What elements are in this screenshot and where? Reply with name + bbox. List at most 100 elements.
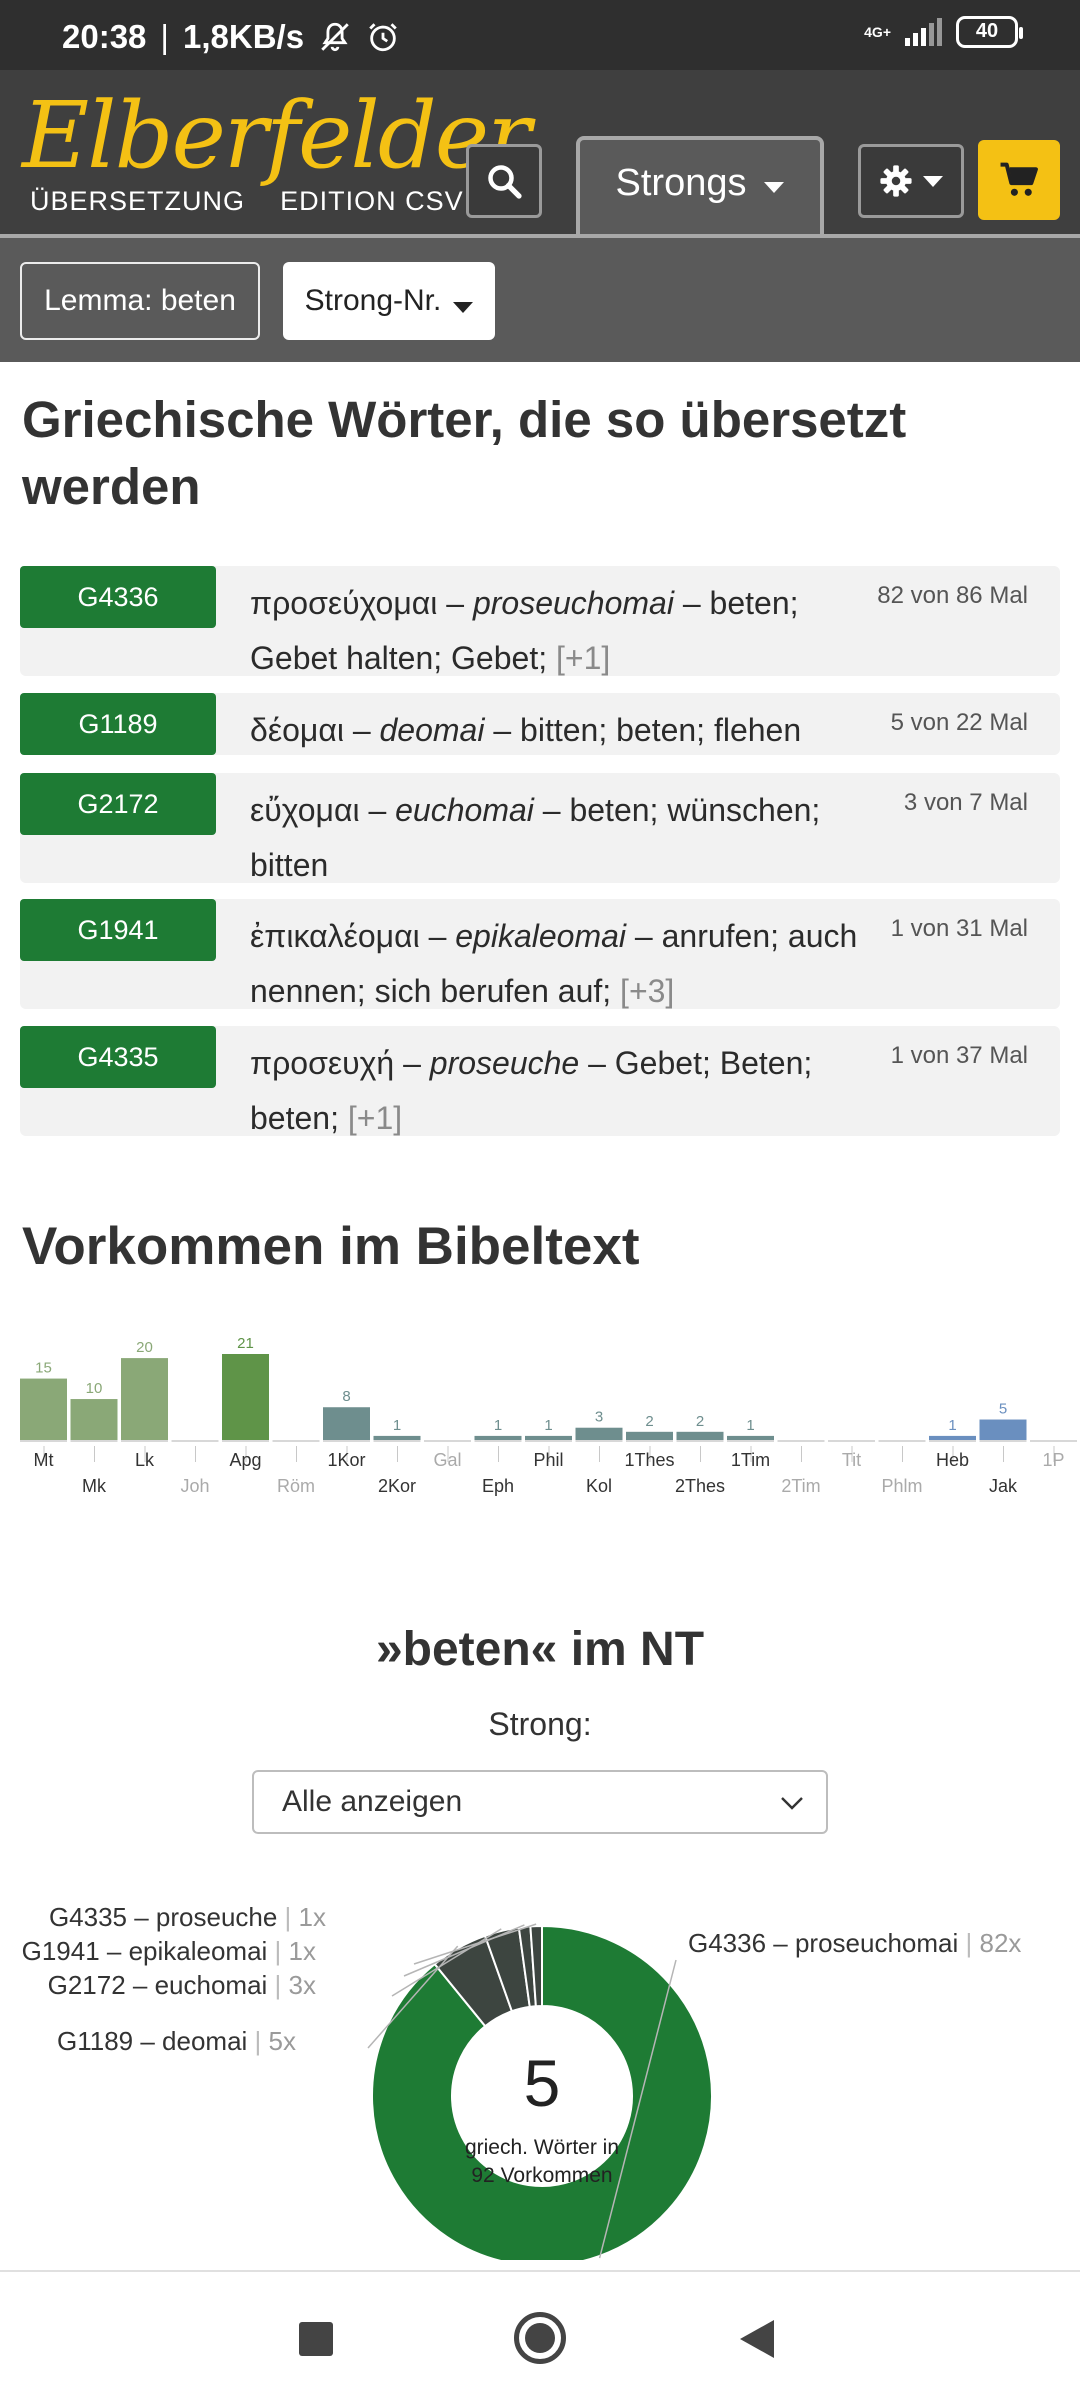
home-button[interactable] [514, 2312, 566, 2364]
status-speed: 1,8KB/s [182, 18, 305, 55]
greek-word: προσεύχομαι [250, 585, 438, 621]
bar-mk[interactable] [70, 1399, 118, 1440]
bar-value-1tim: 1 [746, 1417, 754, 1434]
bar-tick [700, 1446, 701, 1462]
bar-apg[interactable] [222, 1354, 269, 1440]
bar-baseline [121, 1440, 168, 1442]
strong-badge[interactable]: G1189 [20, 693, 216, 755]
strong-filter-select[interactable]: Alle anzeigen [252, 1770, 828, 1834]
logo-subtitle-left: ÜBERSETZUNG [30, 186, 246, 216]
bar-label-gal: Gal [433, 1450, 461, 1470]
strong-badge[interactable]: G4336 [20, 566, 216, 628]
bar-value-kol: 3 [595, 1409, 603, 1426]
strong-filter-label: Strong: [488, 1706, 592, 1742]
cart-button[interactable] [978, 140, 1060, 220]
more-meanings-link[interactable]: [+1] [555, 640, 611, 676]
logo[interactable]: Elberfelder ÜBERSETZUNG EDITION CSV [22, 82, 531, 216]
donut-label-0: G4336 – proseuchomai | 82x [688, 1928, 1021, 1958]
word-row-g1941[interactable]: G1941 ἐπικαλέομαι – epikaleomai – anrufen… [20, 899, 1060, 1009]
bar-2thes[interactable] [676, 1431, 724, 1440]
status-left: 20:38 | 1,8KB/s [62, 18, 400, 56]
bar-value-1thes: 2 [645, 1413, 653, 1430]
bar-2kor[interactable] [373, 1435, 421, 1440]
bar-label-phil: Phil [533, 1450, 563, 1470]
bar-baseline [171, 1440, 219, 1442]
strong-filter-value: Alle anzeigen [282, 1785, 463, 1818]
word-row-g4335[interactable]: G4335 προσευχή – proseuche – Gebet; Beten… [20, 1026, 1060, 1136]
search-button[interactable] [466, 144, 542, 218]
word-text: δέομαι – deomai – bitten; beten; flehen [250, 712, 802, 748]
bar-label-phlm: Phlm [881, 1476, 922, 1496]
bar-1thes[interactable] [626, 1431, 673, 1440]
strong-nr-label: Strong-Nr. [304, 284, 442, 317]
more-meanings-link[interactable]: [+3] [620, 973, 675, 1009]
bar-mt[interactable] [20, 1378, 67, 1440]
bar-kol[interactable] [575, 1427, 623, 1440]
bar-tick [952, 1446, 954, 1462]
greek-word: δέομαι [250, 712, 344, 748]
occurrence-count: 5 von 22 Mal [890, 709, 1028, 736]
transliteration: proseuchomai [472, 585, 674, 621]
bar-label-1thes: 1Thes [624, 1450, 674, 1470]
back-button[interactable] [740, 2320, 774, 2358]
donut-label-name: G4336 – proseuchomai [688, 1928, 958, 1958]
words-heading: Griechische Wörter, die so übersetzt wer… [22, 391, 907, 515]
bar-baseline [777, 1440, 825, 1442]
bar-label-mk: Mk [82, 1476, 107, 1496]
word-row-g1189[interactable]: G1189 δέομαι – deomai – bitten; beten; fl… [20, 693, 1060, 755]
bar-baseline [323, 1440, 370, 1442]
bar-value-heb: 1 [948, 1417, 956, 1434]
strong-badge[interactable]: G4335 [20, 1026, 216, 1088]
status-bar: 20:38 | 1,8KB/s 4G+ 40 [0, 0, 1080, 70]
strong-nr-dropdown[interactable]: Strong-Nr. [283, 262, 495, 340]
occurrence-count: 1 von 31 Mal [890, 915, 1028, 942]
occurrence-count: 3 von 7 Mal [903, 789, 1028, 816]
donut-slice-4[interactable] [529, 1924, 543, 2008]
strong-badge[interactable]: G2172 [20, 773, 216, 835]
bar-tick [801, 1446, 802, 1462]
donut-slice-0[interactable] [371, 1924, 713, 2260]
settings-chevron-icon [923, 175, 943, 187]
gear-icon [880, 165, 912, 197]
strong-donut-chart: 5 griech. Wörter in 92 Vorkommen G4336 – pr… [22, 1902, 1021, 2260]
bar-baseline [878, 1440, 926, 1442]
occurrence-heading: Vorkommen im Bibeltext [22, 1217, 640, 1276]
bar-heb[interactable] [929, 1435, 976, 1440]
word-row-g2172[interactable]: G2172 εὔχομαι – euchomai – beten; wünsche… [20, 773, 1060, 883]
greek-word: ἐπικαλέομαι [250, 918, 420, 954]
word-text: ἐπικαλέομαι – epikaleomai – anrufen; auc… [250, 918, 858, 1009]
bar-jak[interactable] [979, 1419, 1027, 1440]
bar-baseline [474, 1440, 522, 1442]
settings-button[interactable] [858, 144, 964, 218]
home-icon [525, 2323, 555, 2353]
bar-tick [94, 1446, 95, 1462]
bar-label-tit: Tit [842, 1450, 861, 1470]
bar-1kor[interactable] [323, 1407, 370, 1440]
chevron-down-icon [764, 182, 785, 193]
bar-tick [195, 1446, 196, 1462]
donut-leader-line [598, 1959, 677, 2259]
lemma-chip[interactable]: Lemma: beten [20, 262, 260, 340]
occurrence-count: 1 von 37 Mal [890, 1042, 1028, 1069]
bar-baseline [676, 1440, 724, 1442]
bar-value-mt: 15 [35, 1360, 52, 1377]
donut-label-4: G4335 – proseuche | 1x [49, 1902, 326, 1932]
more-meanings-link[interactable]: [+1] [347, 1100, 403, 1136]
occurrence-count: 82 von 86 Mal [877, 582, 1028, 609]
bar-baseline [70, 1440, 118, 1442]
recents-button[interactable] [299, 2322, 333, 2356]
bar-eph[interactable] [474, 1435, 522, 1440]
bell-muted-icon [321, 22, 349, 52]
bar-label-lk: Lk [135, 1450, 155, 1470]
word-row-g4336[interactable]: G4336 προσεύχομαι – proseuchomai – beten;… [20, 566, 1060, 676]
strong-badge[interactable]: G1941 [20, 899, 216, 961]
bar-value-eph: 1 [494, 1417, 502, 1434]
bar-baseline [828, 1440, 875, 1442]
bar-lk[interactable] [121, 1358, 168, 1440]
bar-1tim[interactable] [727, 1435, 774, 1440]
donut-leader-line [367, 1945, 459, 2049]
donut-label-count: 1x [289, 1936, 316, 1966]
transliteration: euchomai [395, 792, 534, 828]
bar-phil[interactable] [525, 1435, 572, 1440]
bar-tick [144, 1446, 146, 1462]
